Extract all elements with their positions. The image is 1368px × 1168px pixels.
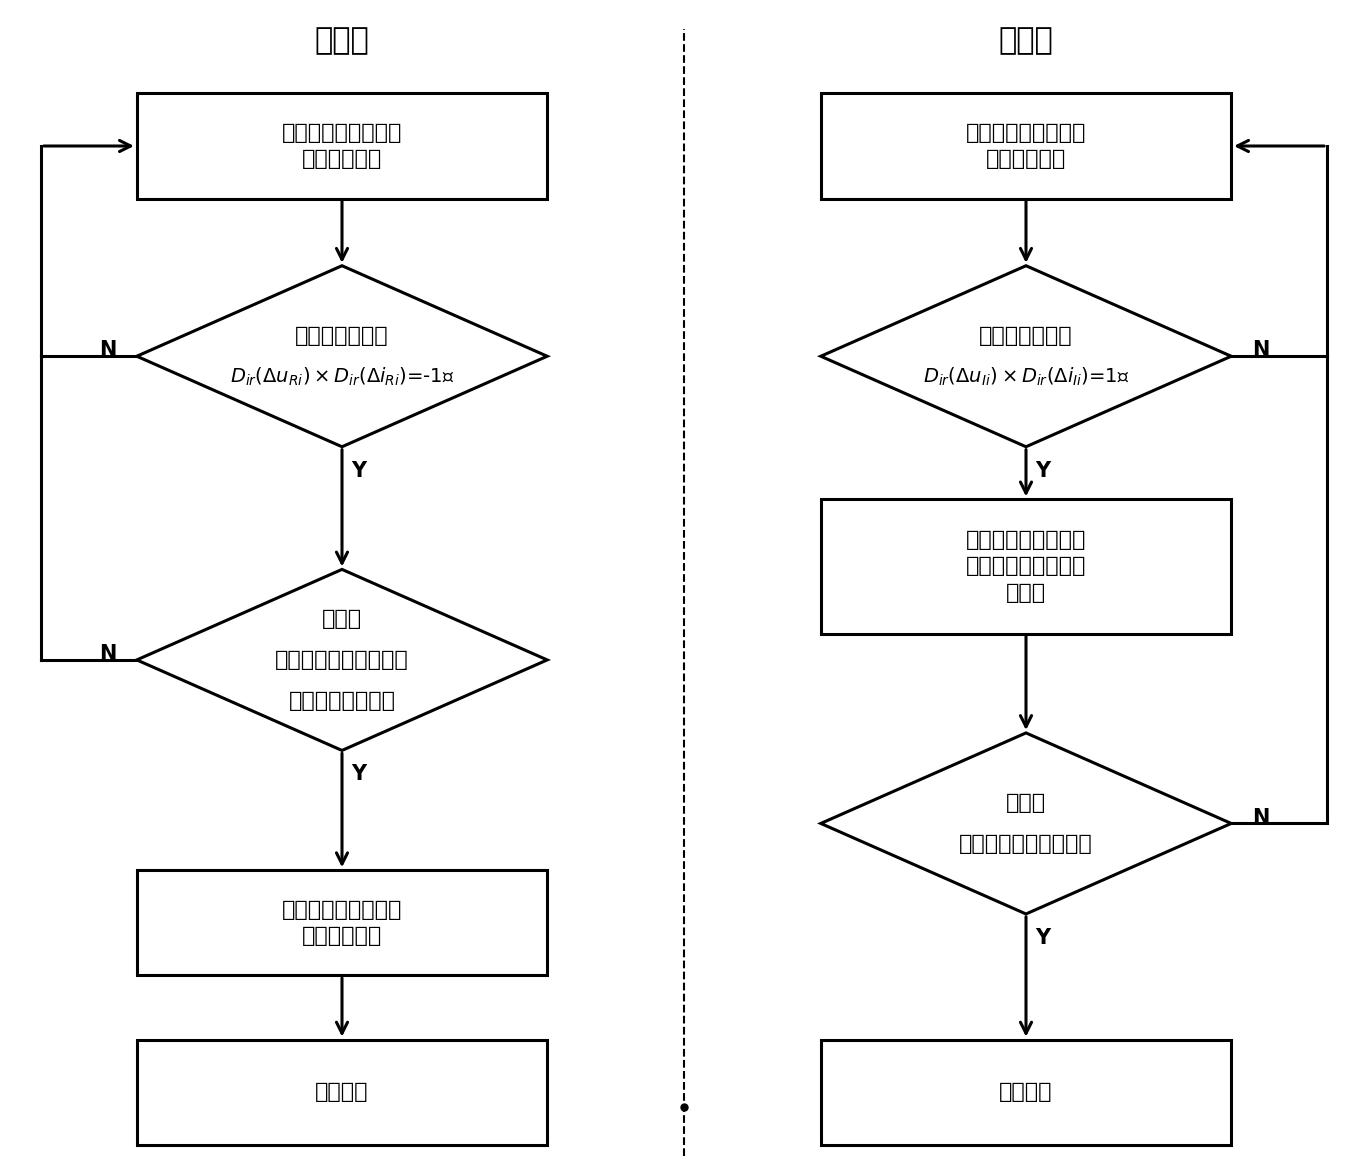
- Text: N: N: [1252, 340, 1270, 361]
- Text: Y: Y: [350, 461, 367, 481]
- Text: $D_{ir}(\Delta u_{Ri})\times D_{ir}(\Delta i_{Ri})$=-1？: $D_{ir}(\Delta u_{Ri})\times D_{ir}(\Del…: [230, 366, 454, 388]
- Text: 发出保护动作命令并
传递给逆变侧: 发出保护动作命令并 传递给逆变侧: [282, 899, 402, 946]
- Bar: [137, 870, 547, 975]
- Bar: [137, 93, 547, 199]
- Bar: [821, 500, 1231, 633]
- Text: 接收测量处电压、电
流突变量数据: 接收测量处电压、电 流突变量数据: [282, 123, 402, 169]
- Text: 将电压、电流突变量
方向相同信息传递给
整流侧: 将电压、电流突变量 方向相同信息传递给 整流侧: [966, 530, 1086, 603]
- Text: 接收到: 接收到: [1005, 793, 1047, 813]
- Text: 方向元件动作？: 方向元件动作？: [295, 326, 389, 346]
- Text: 方向元件动作？: 方向元件动作？: [979, 326, 1073, 346]
- Text: 接收到: 接收到: [321, 609, 363, 630]
- Polygon shape: [137, 570, 547, 751]
- Bar: [821, 93, 1231, 199]
- Polygon shape: [821, 266, 1231, 447]
- Bar: [137, 1040, 547, 1145]
- Text: 整流侧保护动作命令？: 整流侧保护动作命令？: [959, 834, 1093, 854]
- Text: N: N: [98, 340, 116, 361]
- Text: 逆变侧电压、电流突变: 逆变侧电压、电流突变: [275, 649, 409, 670]
- Text: $D_{ir}(\Delta u_{Ii})\times D_{ir}(\Delta i_{Ii})$=1？: $D_{ir}(\Delta u_{Ii})\times D_{ir}(\Del…: [923, 366, 1129, 388]
- Text: 逆变侧: 逆变侧: [999, 27, 1053, 55]
- Text: 量方向相同信息？: 量方向相同信息？: [289, 690, 395, 711]
- Text: 接收测量处电压、电
流突变量数据: 接收测量处电压、电 流突变量数据: [966, 123, 1086, 169]
- Polygon shape: [137, 266, 547, 447]
- Bar: [821, 1040, 1231, 1145]
- Text: N: N: [1252, 807, 1270, 828]
- Text: 出口跳闸: 出口跳闸: [315, 1082, 369, 1103]
- Text: N: N: [98, 644, 116, 665]
- Text: 整流侧: 整流侧: [315, 27, 369, 55]
- Text: 出口跳闸: 出口跳闸: [999, 1082, 1053, 1103]
- Text: Y: Y: [1034, 929, 1051, 948]
- Text: Y: Y: [350, 765, 367, 785]
- Text: Y: Y: [1034, 461, 1051, 481]
- Polygon shape: [821, 734, 1231, 915]
